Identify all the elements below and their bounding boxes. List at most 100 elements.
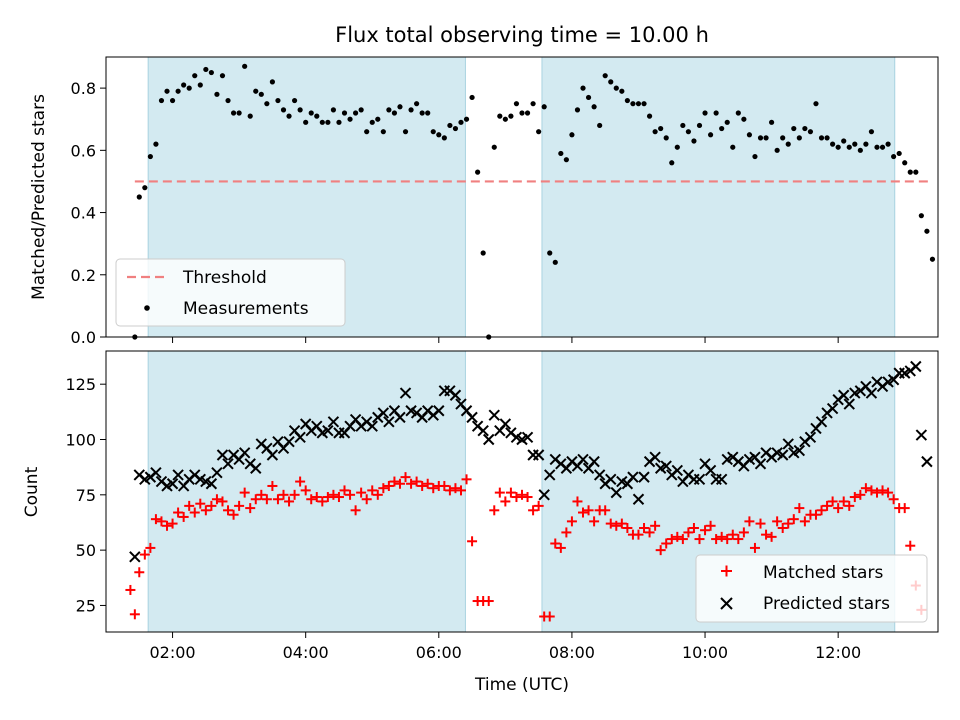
matched-star-point (483, 596, 494, 607)
matched-star-point (622, 523, 633, 534)
predicted-star-point (671, 464, 684, 477)
measurement-point (663, 135, 669, 141)
matched-star-point (328, 489, 339, 500)
matched-star-point (125, 584, 136, 595)
measurement-point (591, 104, 597, 110)
measurement-point (763, 135, 769, 141)
predicted-star-point (693, 473, 706, 486)
count-y-ticks: 25 50 75 100 125 (65, 375, 106, 615)
measurement-point (419, 110, 425, 116)
measurement-point (491, 144, 497, 150)
matched-star-point (267, 480, 278, 491)
measurement-point (347, 116, 353, 122)
matched-star-point (239, 487, 250, 498)
matched-star-point (317, 496, 328, 507)
measurement-point (580, 85, 586, 91)
measurement-point (475, 169, 481, 175)
measurement-point (924, 228, 930, 234)
predicted-star-point (793, 444, 806, 457)
measurement-point (780, 135, 786, 141)
measurement-point (253, 88, 259, 94)
measurement-point (852, 141, 858, 147)
matched-star-point (788, 514, 799, 525)
observing-window-band (541, 56, 896, 338)
matched-star-point (533, 500, 544, 511)
measurement-point (652, 129, 658, 135)
measurement-point (830, 141, 836, 147)
predicted-star-point (129, 551, 141, 563)
matched-star-point (378, 483, 389, 494)
measurement-point (769, 119, 775, 125)
measurement-point (264, 101, 270, 107)
predicted-star-point (150, 466, 162, 479)
measurement-point (730, 144, 736, 150)
measurement-point (885, 141, 891, 147)
predicted-star-point (815, 416, 828, 428)
matched-star-point (383, 480, 394, 491)
predicted-star-point (488, 409, 500, 421)
x-tick-label: 02:00 (150, 643, 196, 662)
predicted-star-point (610, 486, 623, 499)
measurement-point (685, 129, 692, 135)
matched-star-point (522, 492, 533, 503)
matched-star-point (694, 534, 705, 545)
matched-star-point (772, 516, 783, 527)
measurement-point (791, 125, 797, 132)
matched-star-point (650, 520, 661, 531)
count-legend-box (695, 554, 928, 623)
measurement-point (863, 141, 869, 147)
measurement-point (353, 110, 359, 116)
measurement-point (541, 104, 547, 110)
count-axes-frame (105, 350, 939, 633)
count-y-axis-label: Count (22, 466, 42, 517)
matched-star-point (339, 485, 350, 496)
predicted-star-point (715, 473, 728, 486)
measurement-point (358, 107, 364, 113)
matched-star-point (156, 516, 167, 527)
matched-star-point (744, 516, 755, 527)
predicted-star-point (377, 407, 390, 419)
predicted-star-point (166, 478, 179, 490)
measurement-point (436, 132, 442, 138)
measurement-point (153, 141, 159, 147)
measurement-point (719, 125, 725, 132)
predicted-star-point (216, 449, 229, 461)
predicted-star-point (205, 478, 218, 490)
measurement-point (907, 169, 913, 175)
matched-star-point (417, 480, 428, 491)
measurement-point (203, 66, 209, 73)
measurement-point (680, 122, 686, 129)
predicted-star-point (477, 424, 489, 437)
matched-star-point (794, 503, 805, 514)
matched-star-point (755, 518, 766, 529)
matched-star-point (223, 505, 234, 516)
measurement-point (375, 116, 381, 122)
measurement-point (319, 119, 325, 125)
predicted-star-point (466, 411, 478, 424)
matched-star-point (367, 485, 378, 496)
measurement-point (613, 85, 619, 91)
matched-star-point (871, 487, 882, 498)
matched-star-point (184, 500, 195, 511)
matched-star-point (461, 474, 472, 485)
matched-star-point (905, 540, 916, 551)
measurement-point (757, 135, 764, 141)
measurement-point (585, 94, 592, 101)
predicted-star-point (266, 449, 279, 461)
matched-star-point (683, 527, 694, 538)
measurement-point (874, 144, 880, 150)
legend-matched-label: Matched stars (763, 563, 883, 583)
observing-windows (147, 350, 896, 633)
matched-star-point (899, 503, 910, 514)
measurement-point (536, 129, 542, 135)
y-tick-label: 0.2 (71, 266, 96, 285)
matched-star-point (639, 523, 650, 534)
ratio-y-ticks: 0.0 0.2 0.4 0.6 0.8 (71, 79, 106, 347)
measurement-point (807, 129, 814, 135)
measurement-point (929, 256, 936, 262)
measurement-point (275, 97, 281, 104)
x-tick-label: 04:00 (283, 643, 329, 662)
legend-matched-swatch (721, 565, 732, 577)
legend-measurements-swatch (144, 305, 150, 311)
